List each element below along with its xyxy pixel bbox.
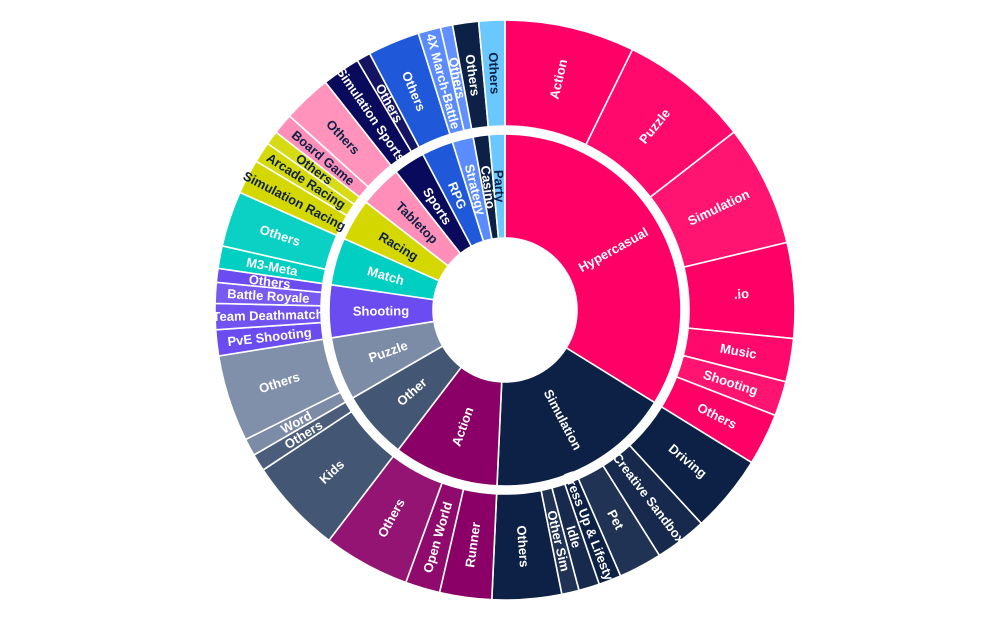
label-shooting-team-deathmatch: Team Deathmatch [212,307,323,325]
outer-ring [214,19,796,601]
label-hypercasual-music: Music [719,341,758,362]
label-hypercasual-io: .io [733,286,749,302]
label-casino-others: Others [462,53,483,97]
label-party: Party [491,170,507,204]
label-simulation-idle: Idle [563,524,584,550]
segment-party-others[interactable] [477,19,506,128]
label-shooting-others: Others [248,272,291,292]
label-action-runner: Runner [462,521,483,568]
inner-ring [328,133,682,487]
label-shooting: Shooting [353,303,409,318]
label-party-others: Others [486,52,503,95]
label-simulation-others: Others [514,525,532,568]
label-casino: Casino [478,165,499,210]
center-hole [433,238,577,382]
label-shooting-battle-royale: Battle Royale [227,286,310,306]
